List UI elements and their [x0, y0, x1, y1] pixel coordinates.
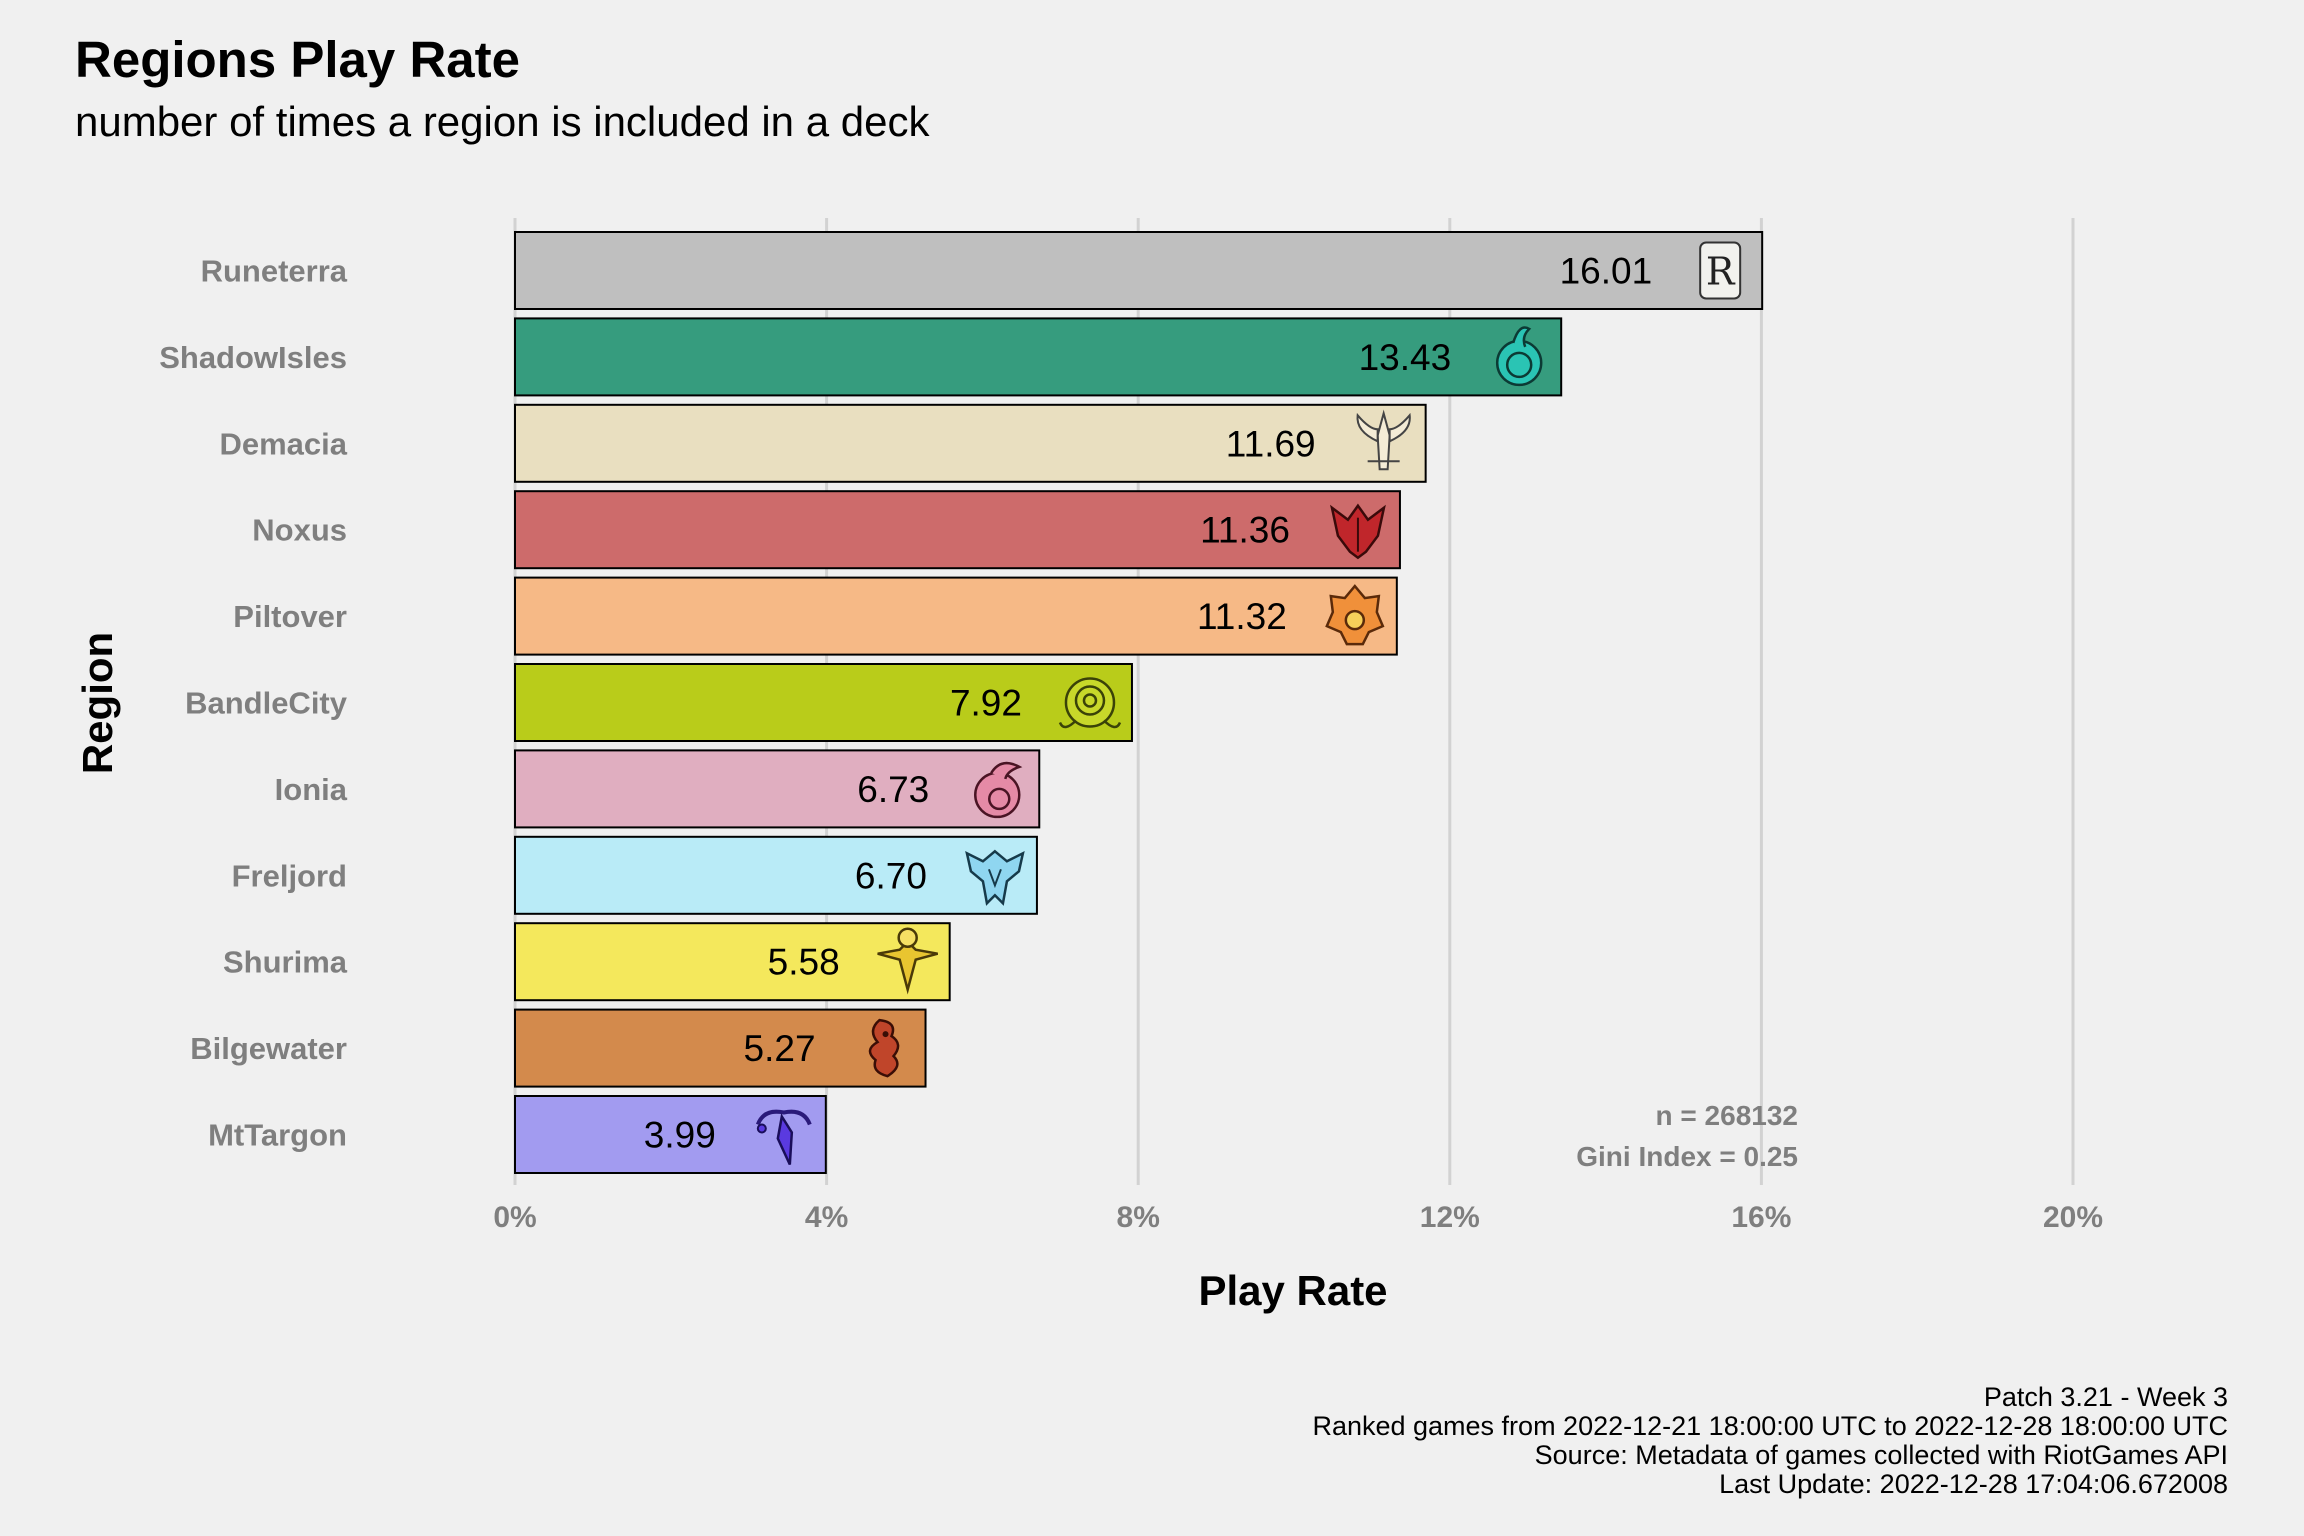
- value-label: 16.01: [1560, 251, 1653, 292]
- value-label: 5.58: [768, 942, 840, 983]
- category-labels: Runeterra ShadowIsles Demacia Noxus Piltover…: [159, 254, 348, 1153]
- x-tick-label: 0%: [493, 1201, 536, 1234]
- gini-index-annotation: Gini Index = 0.25: [1576, 1141, 1798, 1172]
- ionia-icon: [974, 761, 1023, 819]
- bar-shadowisles: [514, 317, 1563, 397]
- x-axis-ticks: 0% 4% 8% 12% 16% 20%: [493, 1201, 2103, 1234]
- value-label: 11.69: [1226, 423, 1316, 464]
- value-label: 7.92: [950, 683, 1022, 724]
- value-label: 6.73: [857, 769, 929, 810]
- bar-noxus: [514, 490, 1401, 570]
- bar-bandlecity: [514, 663, 1133, 742]
- value-label: 3.99: [644, 1115, 716, 1156]
- shurima-icon: [877, 927, 939, 995]
- bars: R 16.01 13.43 11.69 11.36 11.32 7.92 6.73 6.70 5.…: [514, 231, 1764, 1174]
- chart-title: Regions Play Rate: [75, 31, 520, 88]
- category-label: MtTargon: [208, 1118, 347, 1153]
- runeterra-icon: R: [1699, 241, 1742, 300]
- value-label: 6.70: [855, 855, 927, 896]
- value-label: 11.32: [1197, 596, 1287, 637]
- caption: Patch 3.21 - Week 3 Ranked games from 20…: [1312, 1383, 2228, 1499]
- value-label: 5.27: [744, 1028, 816, 1069]
- category-label: Bilgewater: [190, 1031, 347, 1066]
- category-label: Freljord: [232, 858, 347, 893]
- caption-last-update: Last Update: 2022-12-28 17:04:06.672008: [1719, 1469, 2228, 1499]
- category-label: Ionia: [275, 772, 348, 807]
- shadow-isles-icon: [1495, 326, 1543, 387]
- category-label: BandleCity: [185, 686, 348, 721]
- svg-text:R: R: [1706, 250, 1736, 294]
- category-label: Piltover: [233, 599, 347, 634]
- piltover-icon: [1325, 584, 1385, 646]
- y-axis-title: Region: [74, 632, 121, 774]
- category-label: Shurima: [223, 945, 348, 980]
- bilgewater-icon: [868, 1018, 900, 1078]
- caption-source: Source: Metadata of games collected with…: [1534, 1440, 2228, 1470]
- mt-targon-icon: [755, 1109, 812, 1166]
- value-label: 13.43: [1359, 337, 1452, 378]
- bar-shurima: [514, 922, 951, 1002]
- value-label: 11.36: [1200, 510, 1290, 551]
- demacia-icon: [1356, 409, 1411, 471]
- x-tick-label: 12%: [1420, 1201, 1480, 1234]
- bar-piltover: [514, 576, 1398, 656]
- category-label: Runeterra: [201, 254, 348, 289]
- noxus-icon: [1330, 503, 1386, 560]
- bar-mttargon: [514, 1095, 827, 1174]
- bar-demacia: [514, 403, 1427, 483]
- bar-ionia: [514, 749, 1041, 829]
- freljord-icon: [965, 849, 1025, 906]
- bar-bilgewater: [514, 1008, 927, 1088]
- bar-freljord: [514, 835, 1038, 915]
- bar-runeterra: [514, 231, 1764, 310]
- x-axis-title: Play Rate: [1198, 1267, 1387, 1314]
- x-tick-label: 4%: [805, 1201, 848, 1234]
- category-label: Demacia: [219, 426, 347, 461]
- chart-subtitle: number of times a region is included in …: [75, 98, 930, 145]
- x-tick-label: 8%: [1117, 1201, 1160, 1234]
- bandle-city-icon: [1058, 677, 1122, 729]
- caption-patch: Patch 3.21 - Week 3: [1983, 1382, 2228, 1412]
- x-tick-label: 16%: [1731, 1201, 1791, 1234]
- x-tick-label: 20%: [2043, 1201, 2103, 1234]
- caption-date-range: Ranked games from 2022-12-21 18:00:00 UT…: [1312, 1411, 2228, 1441]
- sample-size-annotation: n = 268132: [1656, 1100, 1798, 1131]
- category-label: Noxus: [252, 513, 347, 548]
- category-label: ShadowIsles: [159, 340, 347, 375]
